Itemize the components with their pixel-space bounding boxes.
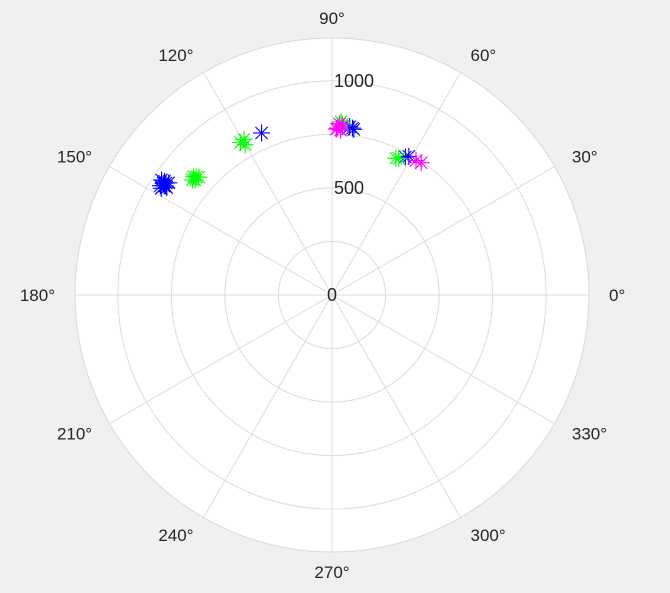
angular-tick-label: 300° (471, 526, 506, 545)
data-point-marker (236, 136, 254, 154)
data-point-marker (407, 152, 425, 170)
angular-tick-label: 240° (158, 526, 193, 545)
angular-grid-spoke (331, 166, 555, 296)
data-point-marker (183, 171, 201, 189)
angular-tick-label: 90° (319, 9, 345, 28)
data-point-marker (332, 121, 350, 139)
data-point-marker (412, 154, 430, 172)
data-point-marker (390, 149, 408, 167)
angular-grid-spoke (203, 72, 333, 296)
data-markers (151, 113, 430, 197)
angular-grid-spoke (109, 294, 333, 424)
data-point-marker (190, 168, 208, 186)
angular-tick-label: 210° (57, 425, 92, 444)
angular-tick-label: 180° (20, 286, 55, 305)
angular-tick-label: 120° (158, 46, 193, 65)
angular-tick-label: 0° (609, 286, 625, 305)
radial-tick-label: 0 (327, 285, 337, 305)
angular-grid-spoke (331, 294, 461, 518)
angular-tick-label: 60° (471, 46, 497, 65)
angular-grid-spoke (331, 72, 461, 296)
data-point-marker (253, 124, 271, 142)
angular-tick-label: 150° (57, 148, 92, 167)
angular-grid-spoke (203, 294, 333, 518)
radial-tick-labels: 0 500 1000 (327, 71, 374, 305)
angular-tick-labels: 0° 30° 60° 90° 120° 150° 180° 210° 240° 270° 300° 3… (20, 9, 625, 582)
data-point-marker (156, 172, 174, 190)
angular-tick-label: 330° (572, 425, 607, 444)
angular-grid-spoke (331, 294, 555, 424)
angular-tick-label: 30° (572, 148, 598, 167)
radial-tick-label: 1000 (334, 71, 374, 91)
angular-tick-label: 270° (314, 563, 349, 582)
data-point-marker (231, 134, 249, 152)
radial-tick-label: 500 (334, 178, 364, 198)
angular-grid (75, 38, 589, 552)
angular-grid-spoke (109, 166, 333, 296)
